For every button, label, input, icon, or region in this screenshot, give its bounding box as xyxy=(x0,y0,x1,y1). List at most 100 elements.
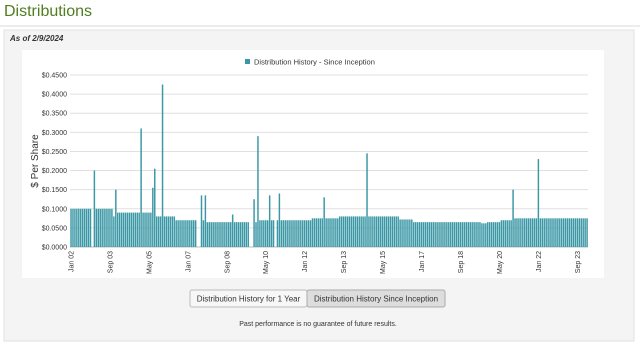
bar xyxy=(154,168,156,247)
x-tick-label: Jan 17 xyxy=(419,251,426,272)
bar xyxy=(233,222,236,247)
bar xyxy=(144,212,146,247)
bar xyxy=(516,218,518,247)
bar xyxy=(169,216,172,247)
bar xyxy=(85,208,88,247)
bar xyxy=(138,212,140,247)
bar xyxy=(228,222,230,247)
bar xyxy=(76,208,78,247)
bar xyxy=(321,218,323,247)
bar xyxy=(241,222,244,247)
bar xyxy=(358,216,360,247)
bar xyxy=(317,218,320,247)
bar xyxy=(192,220,195,247)
bar xyxy=(177,220,179,247)
bar xyxy=(171,216,174,247)
bar xyxy=(109,208,111,247)
bar xyxy=(286,220,288,247)
bar xyxy=(265,220,267,247)
x-tick-label: May 05 xyxy=(146,251,153,274)
bar xyxy=(161,84,164,247)
x-tick-label: Jan 02 xyxy=(68,251,75,272)
bar xyxy=(525,218,528,247)
bar xyxy=(335,218,337,247)
bar xyxy=(570,218,573,247)
bar xyxy=(381,216,384,247)
bar xyxy=(266,220,269,247)
bar xyxy=(387,216,390,247)
bar xyxy=(239,222,242,247)
bar xyxy=(245,222,248,247)
y-tick-label: $0.3500 xyxy=(42,111,67,118)
bar xyxy=(444,222,446,247)
bar xyxy=(500,220,503,247)
bar xyxy=(101,208,103,247)
bar xyxy=(115,189,117,247)
bar xyxy=(323,197,325,247)
bar xyxy=(235,222,238,247)
button-label[interactable]: Distribution History for 1 Year xyxy=(197,295,301,304)
bar xyxy=(469,222,471,247)
bar xyxy=(128,212,131,247)
bar xyxy=(181,220,183,247)
bar xyxy=(376,216,378,247)
bar xyxy=(547,218,549,247)
bar xyxy=(95,208,98,247)
bar xyxy=(315,218,318,247)
bar xyxy=(329,218,331,247)
bar xyxy=(148,212,150,247)
bar xyxy=(533,218,536,247)
bar xyxy=(218,222,220,247)
bar xyxy=(448,222,450,247)
bar xyxy=(220,222,222,247)
x-tick-label: May 10 xyxy=(263,251,270,274)
bar xyxy=(370,216,372,247)
bar xyxy=(150,212,152,247)
bar xyxy=(206,222,209,247)
bar xyxy=(97,208,100,247)
as-of: As of 2/9/2024 xyxy=(9,34,64,43)
bar xyxy=(580,218,582,247)
bar xyxy=(428,222,431,247)
bar xyxy=(142,212,144,247)
bar xyxy=(362,216,364,247)
bar xyxy=(200,195,203,247)
bar xyxy=(420,222,423,247)
bar xyxy=(479,222,481,247)
bar xyxy=(397,216,399,247)
bar xyxy=(494,222,497,247)
bar xyxy=(284,220,286,247)
button-active[interactable] xyxy=(306,289,446,308)
bar xyxy=(488,222,491,247)
y-tick-label: $0.1000 xyxy=(42,206,67,213)
bar xyxy=(537,159,540,247)
bar xyxy=(512,189,514,247)
bar xyxy=(549,218,551,247)
bar xyxy=(231,214,234,247)
bar xyxy=(411,219,413,247)
bar xyxy=(545,218,547,247)
bar xyxy=(514,218,516,247)
bar xyxy=(89,208,92,247)
bar xyxy=(268,195,271,247)
bar xyxy=(120,212,123,247)
bar xyxy=(413,222,415,247)
bar xyxy=(395,216,397,247)
bar xyxy=(278,193,281,247)
bar xyxy=(535,218,538,247)
bar xyxy=(134,212,137,247)
bar xyxy=(276,220,279,247)
bar xyxy=(483,223,485,247)
button-label[interactable]: Distribution History Since Inception xyxy=(314,295,438,304)
bar xyxy=(463,222,466,247)
bar xyxy=(173,216,175,247)
y-tick-label: $0.3000 xyxy=(42,130,67,137)
x-tick-label: Sep 18 xyxy=(458,251,465,273)
bar xyxy=(561,218,563,247)
bar xyxy=(508,220,510,247)
y-tick-label: $0.1500 xyxy=(42,187,67,194)
bar xyxy=(471,222,473,247)
bar xyxy=(130,212,133,247)
y-tick-label: $0.0500 xyxy=(42,225,67,232)
